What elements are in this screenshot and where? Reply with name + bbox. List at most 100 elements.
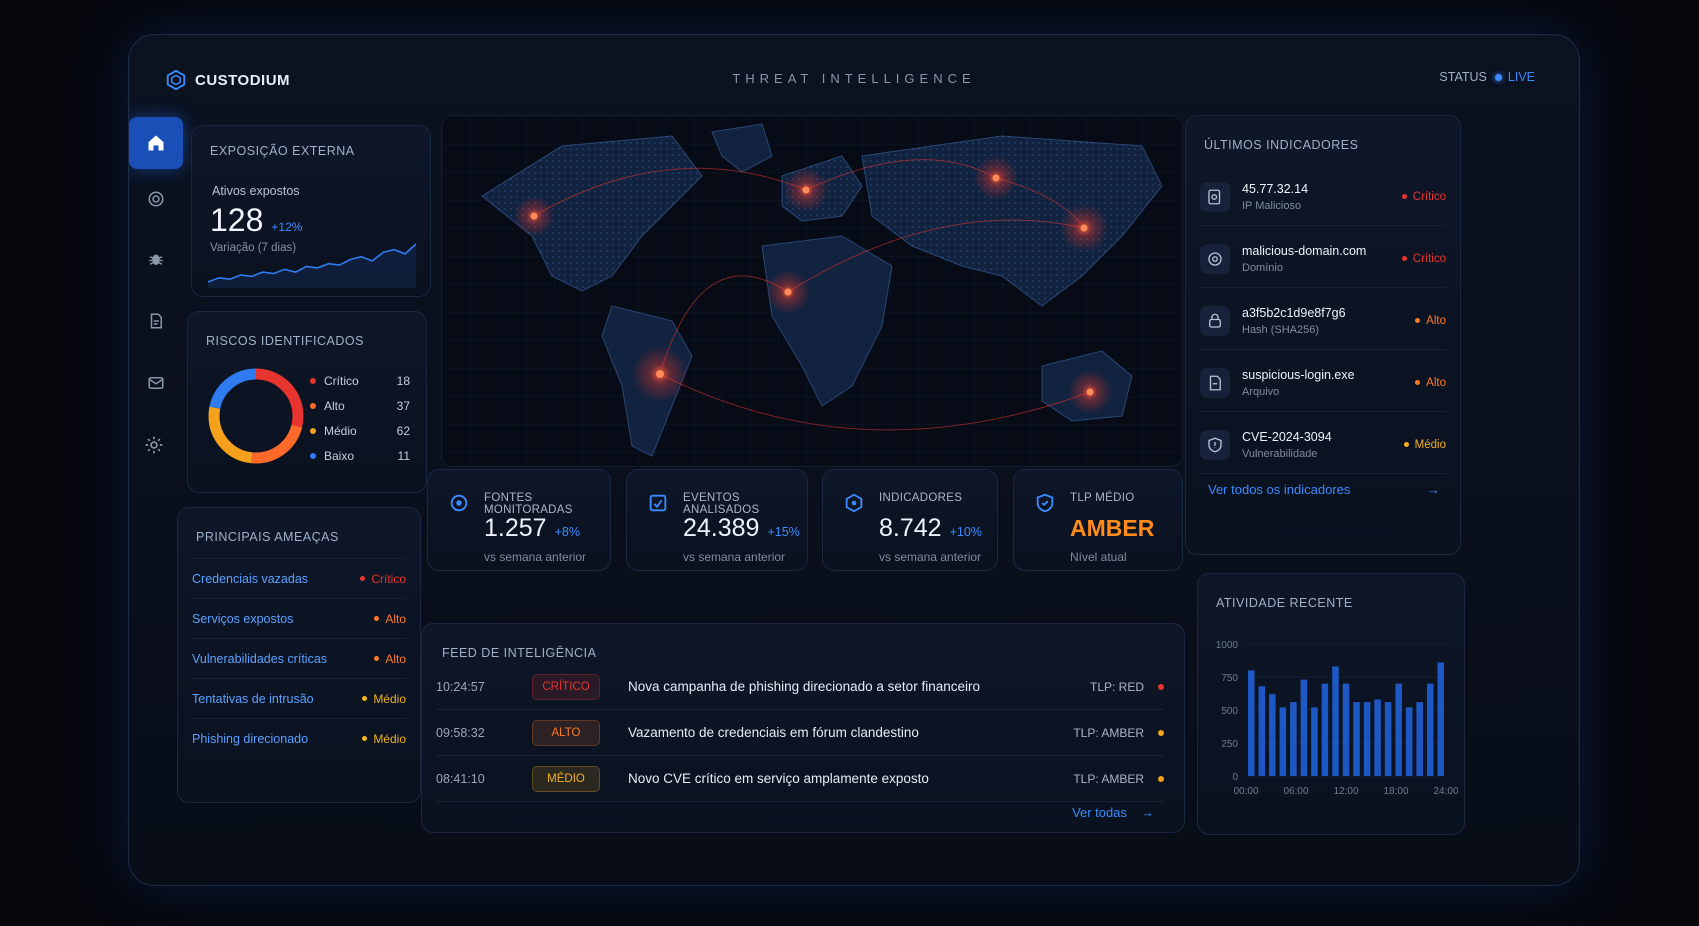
home-icon [148,135,164,151]
threat-label: Vulnerabilidades críticas [192,651,328,666]
activity-bar [1405,707,1413,776]
indicator-item[interactable]: malicious-domain.com Domínio Crítico [1200,230,1446,288]
continent-greenland [711,123,773,173]
y-tick-label: 1000 [1216,640,1239,651]
threat-label: Phishing direcionado [192,731,309,746]
risk-dot-icon [310,403,316,409]
kpi-value: AMBER [1070,515,1155,541]
x-tick-label: 18:00 [1383,786,1408,797]
x-tick-label: 06:00 [1283,786,1308,797]
threat-item[interactable]: Serviços expostos Alto [192,598,406,638]
indicator-type: IP Malicioso [1242,199,1302,212]
bug-icon [149,254,163,265]
kpi-card[interactable]: TLP MÉDIO AMBER Nível atual [1013,469,1183,571]
sidebar-item-reports[interactable] [129,295,183,347]
indicator-value: a3f5b2c1d9e8f7g6 [1242,305,1346,320]
kpi-delta: +10% [949,525,982,539]
brand[interactable]: CUSTODIUM [165,69,290,91]
y-tick-label: 0 [1232,772,1238,783]
threat-item[interactable]: Phishing direcionado Médio [192,718,406,758]
threat-severity: Crítico [360,572,406,586]
kpi-card[interactable]: EVENTOS ANALISADOS 24.389 +15% vs semana an… [626,469,808,571]
kpi-card[interactable]: FONTES MONITORADAS 1.257 +8% vs semana ante… [427,469,611,571]
indicator-type: Vulnerabilidade [1242,447,1318,460]
sidebar-item-settings[interactable] [129,419,181,471]
indicator-severity: Crítico [1401,253,1446,265]
kpi-label: EVENTOS ANALISADOS [683,492,760,516]
donut-slice-baixo [208,368,304,464]
severity-dot-icon [374,616,380,621]
activity-bar [1342,683,1350,776]
severity-dot-icon [360,576,366,581]
feed-row[interactable]: 08:41:10 MÉDIO Novo CVE crítico em serviço… [436,756,1164,802]
y-tick-label: 750 [1221,673,1238,684]
indicator-item[interactable]: a3f5b2c1d9e8f7g6 Hash (SHA256) Alto [1200,292,1446,350]
feed-tlp: TLP: AMBER [1073,771,1144,786]
kpi-value-row: 8.742 +10% [879,514,982,543]
feed-tlp: TLP: AMBER [1073,725,1144,740]
indicator-severity: Alto [1415,377,1446,389]
indicator-item[interactable]: suspicious-login.exe Arquivo Alto [1200,354,1446,412]
feed-severity-badge: MÉDIO [532,765,600,792]
kpi-value: 24.389 [683,514,760,542]
exposure-panel: EXPOSIÇÃO EXTERNA Ativos expostos 128 +1… [191,125,431,297]
feed-view-all-link[interactable]: Ver todas → [1072,805,1154,820]
threat-item[interactable]: Tentativas de intrusão Médio [192,678,406,718]
indicator-value: 45.77.32.14 [1242,181,1309,196]
feed-severity-badge: CRÍTICO [532,673,600,700]
activity-bar-chart: 1000 750 500 250 0 00:00 06:00 12:00 18:00 24:00 [1216,640,1458,797]
threat-severity: Médio [362,692,406,706]
risk-label: Médio [324,424,357,438]
kpi-delta: +15% [767,525,800,539]
feed-row[interactable]: 09:58:32 ALTO Vazamento de credenciais em … [436,710,1164,756]
feed-time: 09:58:32 [436,725,485,740]
threat-item[interactable]: Credenciais vazadas Crítico [192,558,406,598]
feed-severity-badge: ALTO [532,719,600,746]
severity-dot-icon [1401,256,1407,261]
file-icon [1200,367,1230,398]
shield-icon [1034,492,1058,516]
sidebar-item-home[interactable] [129,117,183,169]
indicator-value: suspicious-login.exe [1242,367,1355,382]
severity-dot-icon [1401,194,1407,199]
indicator-item[interactable]: 45.77.32.14 IP Malicioso Crítico [1200,168,1446,226]
sidebar-item-threats[interactable] [129,233,183,285]
globe-icon [1200,243,1230,274]
risk-legend-item: Médio 62 [310,424,410,438]
status-indicator: STATUS LIVE [1439,70,1535,84]
shield-alert-icon [1200,429,1230,460]
sidebar-item-messages[interactable] [129,357,183,409]
arrow-right-icon: → [1427,482,1440,497]
status-value: LIVE [1507,70,1535,84]
activity-title: ATIVIDADE RECENTE [1216,596,1353,610]
feed-time: 08:41:10 [436,771,485,786]
feed-tlp: TLP: RED [1089,679,1144,694]
indicator-value: CVE-2024-3094 [1242,429,1332,444]
dashboard-window: CUSTODIUM THREAT INTELLIGENCE STATUS LIV… [128,34,1580,886]
threat-item[interactable]: Vulnerabilidades críticas Alto [192,638,406,678]
risk-legend-item: Baixo 11 [310,449,410,463]
feed-panel: FEED DE INTELIGÊNCIA 10:24:57 CRÍTICO Nova… [421,623,1185,833]
risks-panel: RISCOS IDENTIFICADOS Crítico 18 Alto 37 Médi… [187,311,427,493]
indicator-value: malicious-domain.com [1242,243,1367,258]
kpi-sub: vs semana anterior [879,550,982,564]
sidebar-item-targets[interactable] [129,173,183,225]
activity-panel: ATIVIDADE RECENTE 1000 750 500 250 0 00:00 06:… [1197,573,1465,835]
feed-row[interactable]: 10:24:57 CRÍTICO Nova campanha de phishing… [436,664,1164,710]
indicators-view-all-link[interactable]: Ver todos os indicadores → [1208,482,1440,497]
kpi-card[interactable]: INDICADORES 8.742 +10% vs semana anterior [822,469,998,571]
target-icon [148,191,164,207]
risk-label: Crítico [324,374,359,388]
feed-text: Novo CVE crítico em serviço amplamente e… [628,771,929,786]
activity-bar [1311,707,1318,776]
threat-map[interactable] [441,115,1183,467]
x-tick-label: 00:00 [1233,786,1258,797]
risk-dot-icon [310,378,316,384]
indicator-item[interactable]: CVE-2024-3094 Vulnerabilidade Médio [1200,416,1446,474]
lock-icon [1200,305,1230,336]
x-tick-label: 24:00 [1433,786,1458,797]
indicators-title: ÚLTIMOS INDICADORES [1204,138,1359,152]
activity-bar [1363,702,1371,776]
activity-bar [1426,683,1434,776]
indicators-panel: ÚLTIMOS INDICADORES 45.77.32.14 IP Malici… [1185,115,1461,555]
